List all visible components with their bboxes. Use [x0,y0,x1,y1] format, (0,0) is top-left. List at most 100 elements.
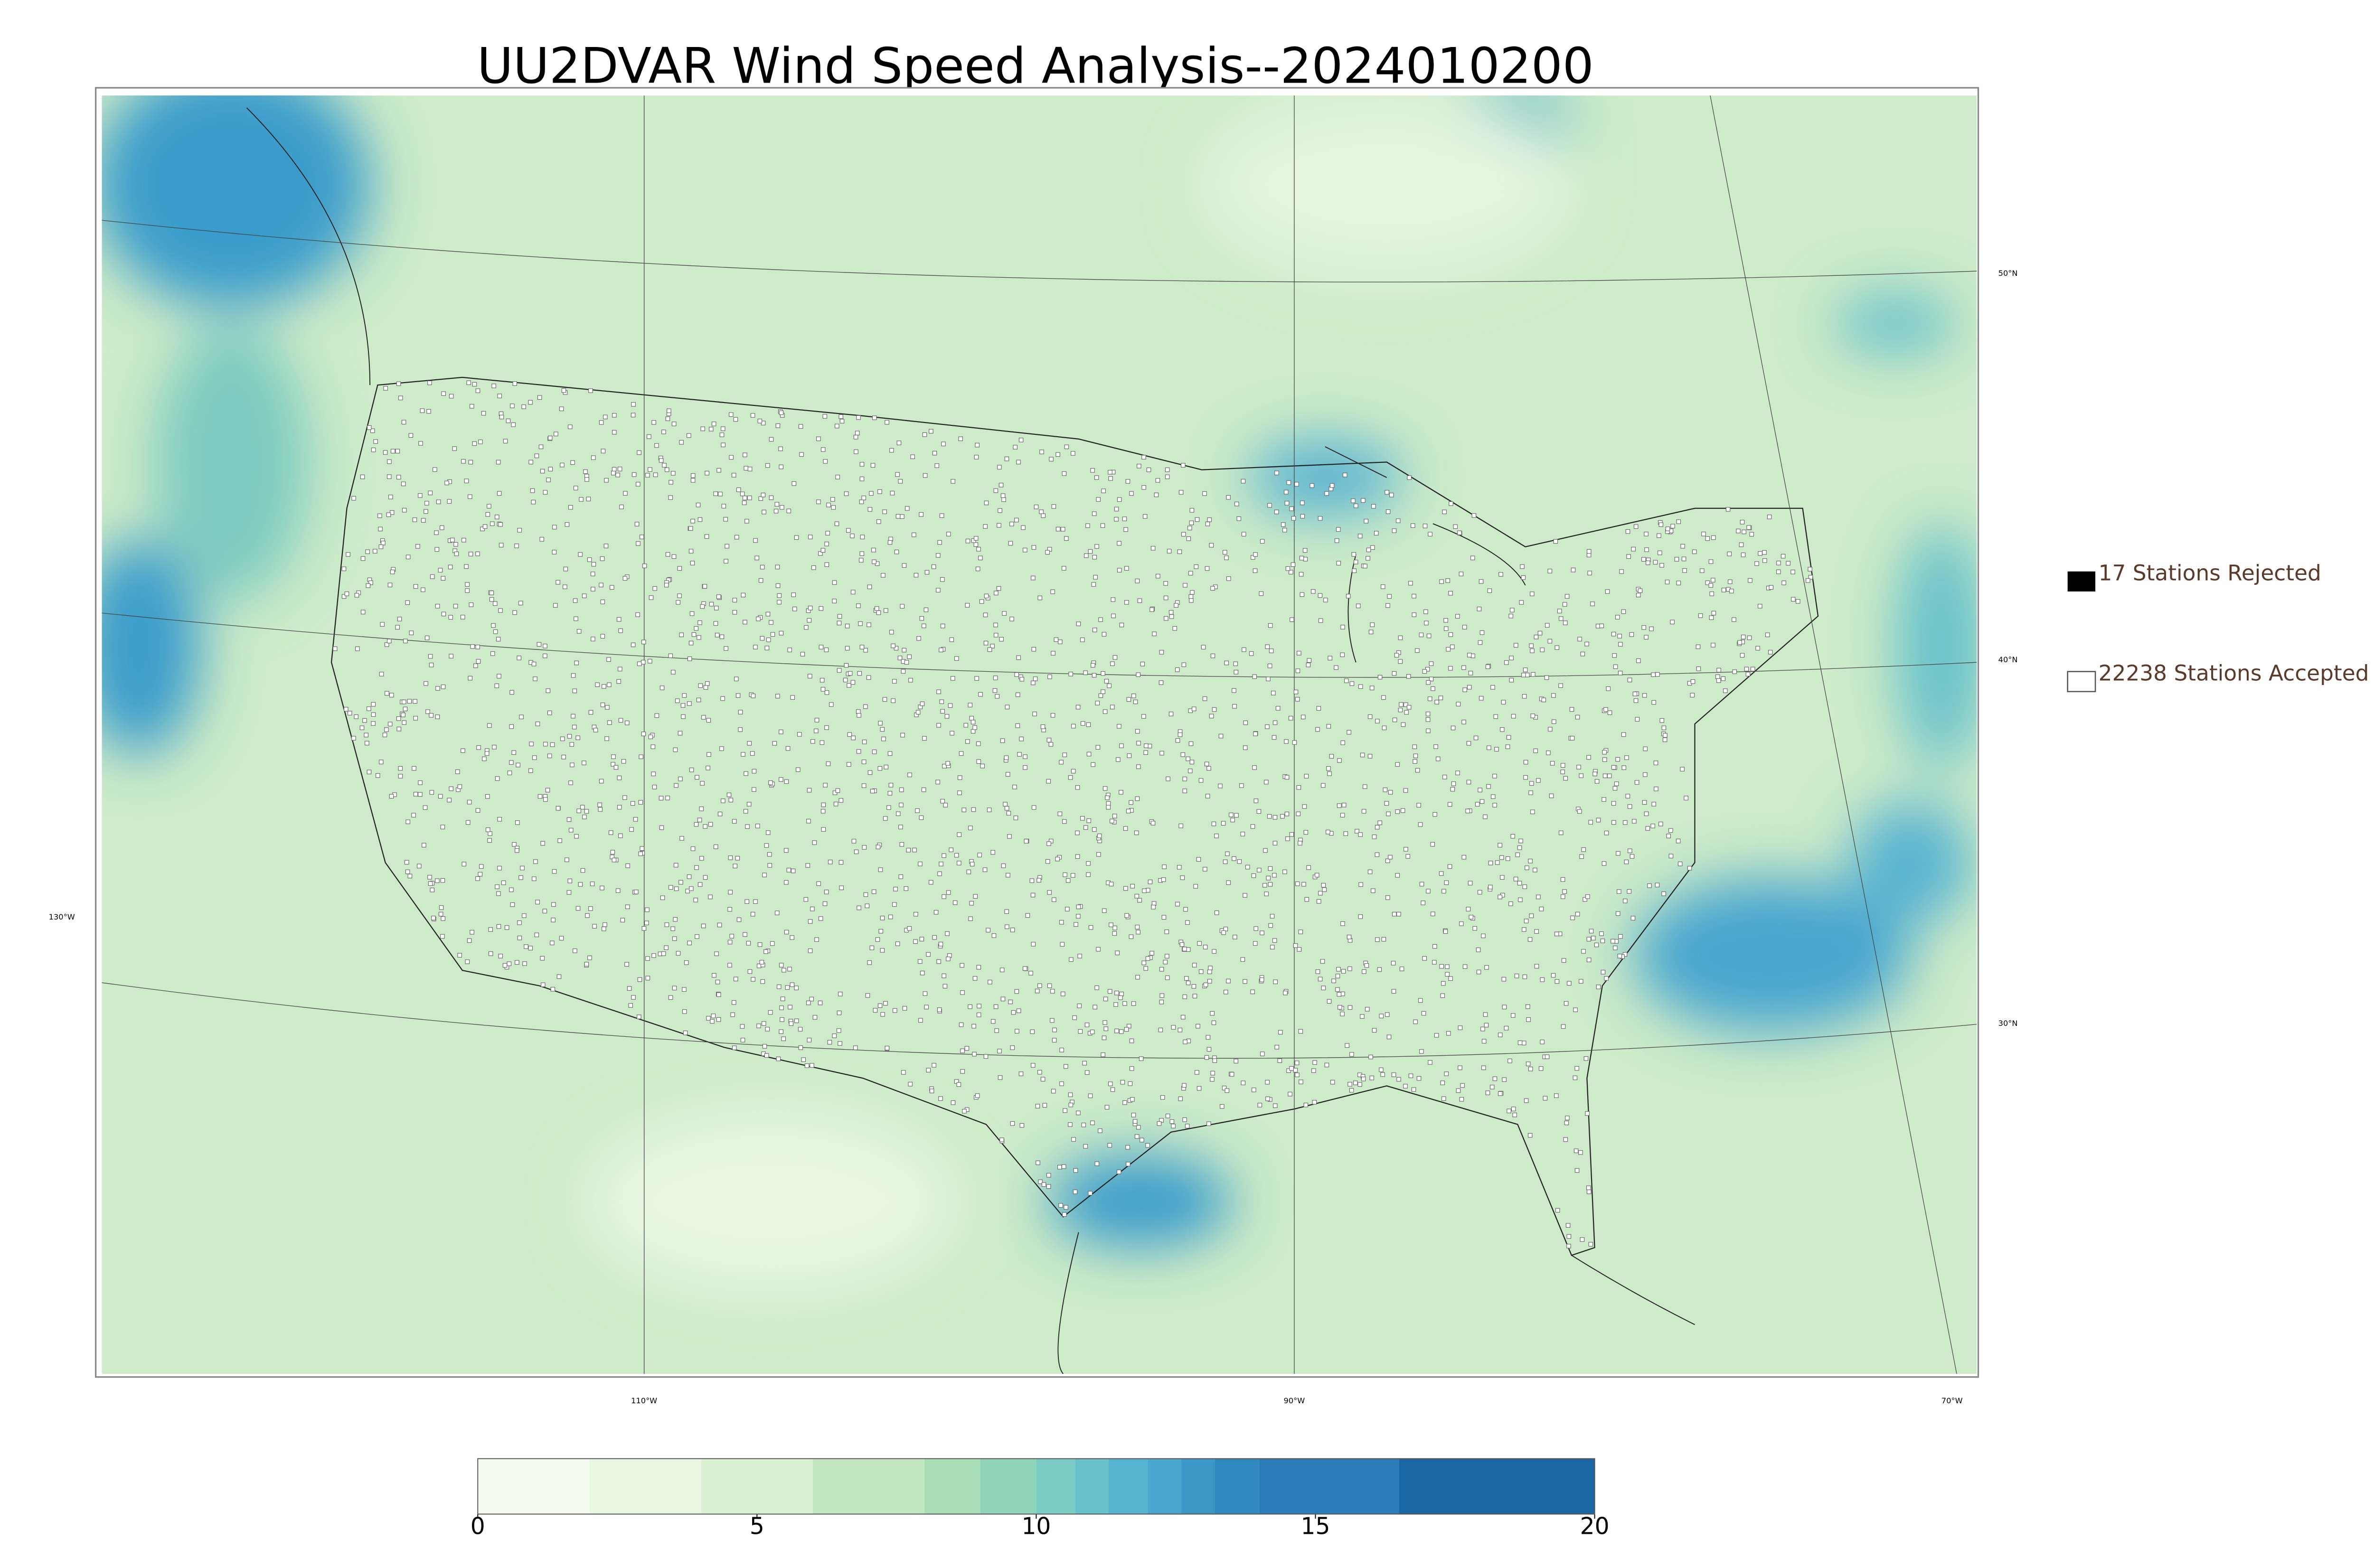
station [784,930,789,935]
station [1019,1123,1025,1128]
station [834,521,839,526]
station [983,640,989,646]
station [554,432,558,437]
station [1614,781,1619,786]
station [740,1038,745,1042]
station [976,965,981,970]
station [951,479,955,484]
station [1644,635,1649,640]
station [659,458,664,463]
station [1028,971,1033,976]
station [1106,805,1111,810]
station [1327,999,1332,1004]
station [936,959,941,964]
station [760,636,765,641]
station [1500,727,1505,732]
station [1727,551,1732,556]
station [1046,779,1051,784]
station [1059,1081,1064,1086]
station [422,843,426,848]
station [1024,839,1029,844]
station [1426,889,1431,893]
station [1413,753,1418,759]
station [832,580,837,585]
station [764,1053,769,1058]
station [677,593,682,598]
station [997,1049,1002,1053]
station [1209,714,1214,719]
station [816,436,821,441]
station [1230,817,1235,823]
station [1480,1026,1485,1032]
station [618,628,623,633]
station [970,862,975,867]
station [1540,648,1545,652]
station [1560,763,1565,768]
lat-label: 30°N [1998,1019,2018,1028]
station [835,475,840,479]
station [678,731,683,736]
station [1266,676,1271,681]
station [1260,930,1264,935]
station [1260,539,1265,544]
station [1270,914,1275,919]
station [705,681,710,686]
station [371,447,376,452]
station [819,606,823,611]
station [942,853,946,858]
station [1163,581,1168,586]
station [859,462,865,467]
station [368,580,373,585]
station [1443,626,1449,631]
station [1164,930,1169,934]
station [1604,976,1609,981]
station [1579,979,1583,984]
station [1268,866,1273,871]
station [869,945,875,950]
station [1059,920,1064,925]
station [1292,740,1297,745]
station [1526,1004,1530,1009]
station [1459,1097,1464,1102]
station [1037,983,1042,988]
station [1137,464,1141,469]
station [700,604,705,609]
station [1092,673,1097,678]
station [999,483,1004,488]
station [386,638,392,644]
station [1621,732,1626,737]
station [904,660,909,665]
station [598,807,603,812]
station [1375,852,1380,857]
station [395,449,400,454]
station [695,775,699,780]
station [582,593,587,598]
station [1462,964,1468,969]
station [455,769,460,774]
station [540,841,545,846]
station [1668,828,1673,833]
station [496,460,501,465]
station [1577,809,1582,814]
station [687,656,692,661]
station [936,689,941,695]
station [1303,557,1308,562]
station [836,1028,841,1033]
station [517,656,521,660]
station [1403,788,1408,793]
station [1461,665,1466,670]
station [1424,620,1429,626]
station [751,977,755,982]
station [785,985,790,990]
station [537,395,542,400]
station [1366,556,1370,561]
station [689,886,694,891]
station [1630,916,1636,920]
station [1355,829,1359,834]
station [517,920,522,925]
station [1399,702,1404,707]
station [1141,960,1147,966]
station [717,922,722,928]
station [572,688,577,694]
station [1404,702,1408,707]
